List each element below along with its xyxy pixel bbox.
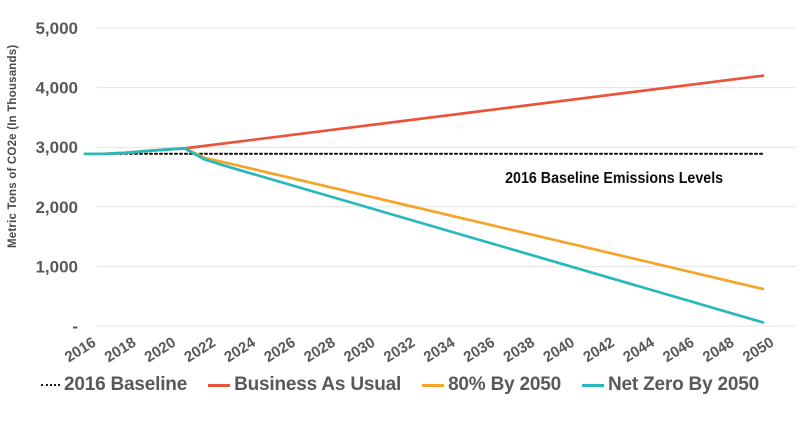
y-tick-label: - (72, 317, 78, 336)
legend-item-2016-baseline: 2016 Baseline (40, 374, 188, 396)
legend-label-2016-baseline: 2016 Baseline (63, 374, 188, 395)
net-zero-by-2050-line-swatch (582, 383, 605, 387)
x-tick-label: 2020 (142, 334, 179, 366)
x-tick-label: 2022 (181, 334, 218, 366)
baseline-line-swatch (40, 384, 60, 386)
x-tick-label: 2018 (102, 334, 139, 366)
x-tick-label: 2034 (421, 334, 459, 366)
x-tick-label: 2032 (381, 334, 418, 366)
x-tick-label: 2030 (341, 334, 378, 366)
y-tick-label: 5,000 (35, 19, 78, 38)
x-tick-label: 2044 (620, 334, 658, 366)
legend-item-80-by-2050: 80% By 2050 (422, 374, 561, 396)
y-tick-label: 4,000 (35, 79, 78, 98)
legend-item-business-as-usual: Business As Usual (208, 374, 401, 396)
x-tick-label: 2028 (301, 334, 338, 366)
x-tick-label: 2036 (461, 334, 498, 366)
x-tick-label: 2048 (700, 334, 737, 366)
baseline-annotation: 2016 Baseline Emissions Levels (505, 170, 723, 187)
x-tick-label: 2040 (540, 334, 577, 366)
legend-label-80-by-2050: 80% By 2050 (448, 374, 562, 395)
legend-label-business-as-usual: Business As Usual (234, 374, 402, 395)
x-tick-label: 2016 (62, 334, 99, 366)
eighty-by-2050-line-swatch (422, 383, 445, 387)
legend: 2016 Baseline Business As Usual 80% By 2… (0, 374, 800, 396)
x-tick-label: 2042 (580, 334, 617, 366)
legend-item-net-zero-by-2050: Net Zero By 2050 (582, 374, 759, 396)
y-tick-label: 1,000 (35, 257, 78, 276)
x-tick-label: 2050 (740, 334, 777, 366)
series-line-net-zero-by-2050 (83, 147, 765, 324)
x-tick-label: 2038 (501, 334, 538, 366)
x-tick-label: 2046 (660, 334, 697, 366)
y-tick-label: 2,000 (35, 198, 78, 217)
x-tick-label: 2024 (221, 334, 259, 366)
business-as-usual-line-swatch (208, 383, 231, 387)
x-tick-label: 2026 (261, 334, 298, 366)
legend-label-net-zero-by-2050: Net Zero By 2050 (608, 374, 759, 395)
y-tick-label: 3,000 (35, 138, 78, 157)
y-axis-title: Metric Tons of CO2e (In Thousands) (7, 44, 19, 248)
